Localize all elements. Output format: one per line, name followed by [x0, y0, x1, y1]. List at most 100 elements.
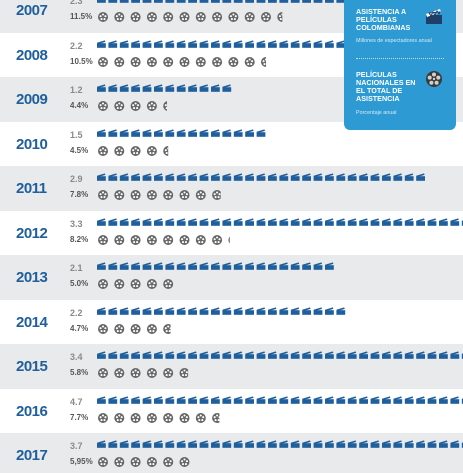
clapper-icon — [336, 351, 346, 359]
clapper-icon — [97, 351, 106, 359]
clapper-icon — [119, 217, 129, 226]
row-pictograms — [97, 351, 463, 378]
reel-icon-2014-1 — [114, 323, 125, 334]
clapper-icon — [199, 39, 209, 48]
clapper-icon — [233, 262, 243, 270]
row-pictograms — [97, 395, 463, 423]
reel-icon-2007-4 — [163, 12, 174, 22]
reel-icon-2016-6 — [195, 412, 206, 423]
clapper-icon — [302, 395, 311, 404]
clapper-icon — [142, 351, 152, 359]
reel-icon-2011-1 — [114, 190, 125, 200]
clapper-icon — [142, 440, 152, 448]
clapper-icon — [336, 217, 346, 226]
reel-icon-2010-2 — [130, 145, 141, 156]
clapper-icon — [233, 39, 243, 48]
year-row-2017: 2017 3.7 5,95% — [0, 433, 463, 473]
reel-icon-2015-1 — [114, 368, 125, 378]
reel-icon-2017-0 — [98, 457, 108, 467]
clapper-icon — [450, 217, 460, 226]
legend-attendance-subtitle: Millones de espectadores anual — [356, 38, 432, 44]
clapper-icon — [347, 173, 357, 181]
clapper-icon — [325, 39, 334, 48]
clapper-icon — [290, 306, 300, 315]
clapper-icon — [382, 440, 391, 448]
clapper-icon — [188, 173, 197, 181]
clapper-icon — [325, 0, 334, 3]
clapper-icon — [119, 262, 129, 270]
row-pictograms — [97, 217, 463, 245]
clapper-icon — [336, 39, 346, 48]
reel-icon-2009-3 — [146, 101, 157, 111]
clapper-icon — [108, 0, 118, 3]
clapper-icon — [97, 128, 106, 137]
row-pictograms — [97, 440, 463, 467]
clapper-icon — [199, 84, 209, 92]
clapper-icon — [97, 39, 106, 48]
attendance-value-label: 3.4 — [70, 352, 83, 362]
clapper-icon — [393, 217, 403, 226]
reel-icon-2012-5 — [179, 234, 190, 245]
reel-icon-2007-9 — [244, 12, 255, 22]
clapper-icon — [268, 306, 277, 315]
clapper-icon — [268, 0, 277, 3]
clapper-icon — [154, 217, 163, 226]
clapper-icon — [108, 173, 118, 181]
year-row-2015: 2015 3.4 5.8% — [0, 344, 463, 389]
clapper-icon — [222, 262, 232, 270]
reel-icon-2007-2 — [130, 12, 141, 22]
clapper-icon — [302, 440, 311, 448]
reel-icon-2008-7 — [212, 56, 223, 67]
clapper-icon — [154, 39, 163, 48]
clapper-icon — [290, 351, 300, 359]
reel-icon-2012-2 — [130, 234, 141, 245]
clapper-icon — [176, 351, 186, 359]
clapper-icon — [199, 262, 209, 270]
reel-icon-2017-2 — [130, 457, 141, 467]
reel-icon-2008-2 — [130, 56, 141, 67]
clapper-icon — [450, 395, 460, 404]
clapper-icon — [165, 306, 175, 315]
clapper-icon — [245, 395, 254, 404]
clapper-icon — [176, 306, 186, 315]
clapper-icon — [108, 84, 118, 92]
clapper-icon — [131, 395, 140, 404]
clapper-icon — [313, 0, 323, 3]
reel-icon-2009-2 — [130, 101, 141, 111]
clapper-icon — [119, 128, 129, 137]
year-label: 2012 — [16, 224, 48, 242]
clapper-icon — [165, 217, 175, 226]
clapper-icon — [370, 351, 380, 359]
clapper-icon — [131, 262, 140, 270]
reel-icon-2014-0 — [98, 323, 108, 334]
clapper-icon — [233, 173, 243, 181]
clapper-icon — [245, 128, 254, 137]
clapper-icon — [233, 440, 243, 448]
clapper-icon — [108, 306, 118, 315]
clapper-icon — [154, 128, 163, 137]
clapper-icon — [211, 217, 220, 226]
clapper-icon — [279, 173, 289, 181]
clapper-icon — [119, 84, 129, 92]
clapper-icon — [302, 0, 311, 3]
reel-icon-2012-6 — [195, 234, 206, 245]
clapper-icon — [279, 39, 289, 48]
reel-icon-2013-2 — [130, 279, 141, 289]
clapper-icon — [233, 0, 243, 3]
reel-icon-2016-3 — [146, 412, 157, 423]
clapper-icon — [279, 440, 289, 448]
clapper-icon — [245, 262, 254, 270]
clapper-icon — [313, 440, 323, 448]
clapper-icon — [233, 128, 243, 137]
row-pictograms — [97, 262, 334, 289]
clapper-icon — [302, 306, 311, 315]
reel-icon-2015-4 — [163, 368, 174, 378]
clapper-icon — [199, 395, 209, 404]
clapper-icon — [393, 351, 403, 359]
clapper-icon — [393, 395, 403, 404]
clapper-icon — [404, 440, 414, 448]
clapper-icon — [256, 39, 266, 48]
reel-icon-2010-3 — [146, 145, 157, 156]
clapper-icon — [97, 217, 106, 226]
reel-icon-2007-5 — [179, 12, 190, 22]
